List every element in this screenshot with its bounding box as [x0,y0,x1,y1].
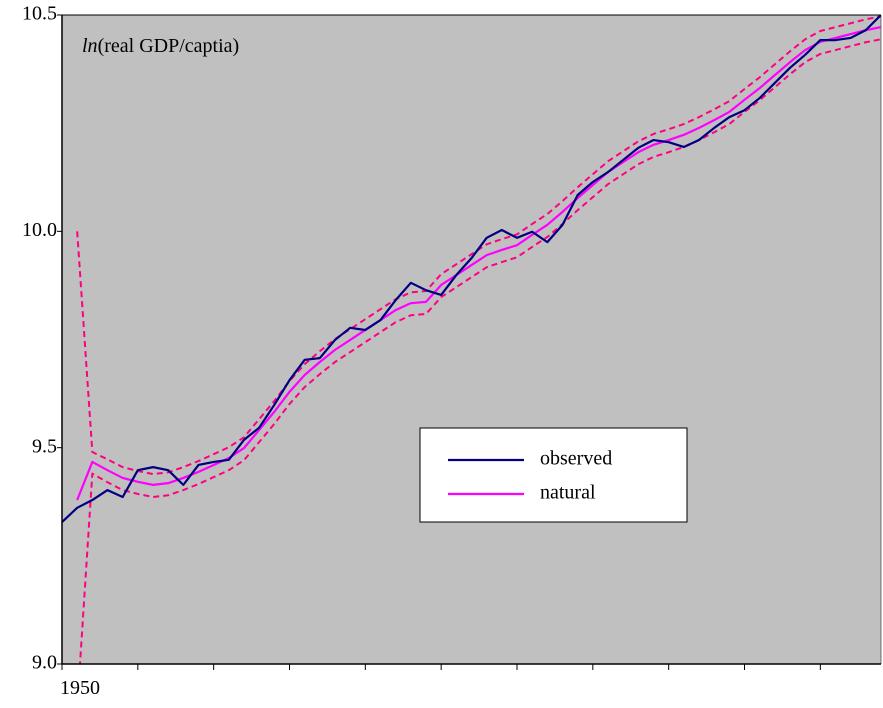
y-tick-label: 10.5 [22,3,57,25]
annotation: ln(real GDP/captia) [82,35,239,57]
y-tick-label: 9.5 [32,435,57,457]
annotation-italic: ln [82,35,98,57]
legend-label: natural [540,482,596,504]
series-line [76,26,881,501]
annotation-text: (real GDP/captia) [98,35,240,57]
plot-area [62,15,881,664]
legend-box [419,427,688,523]
y-tick-label: 10.0 [22,219,57,241]
series-line [62,15,881,523]
series-line [78,38,881,664]
x-tick-label: 1950 [60,677,100,699]
y-tick-label: 9.0 [32,652,57,674]
series-group [62,15,881,664]
legend-label: observed [540,448,612,470]
